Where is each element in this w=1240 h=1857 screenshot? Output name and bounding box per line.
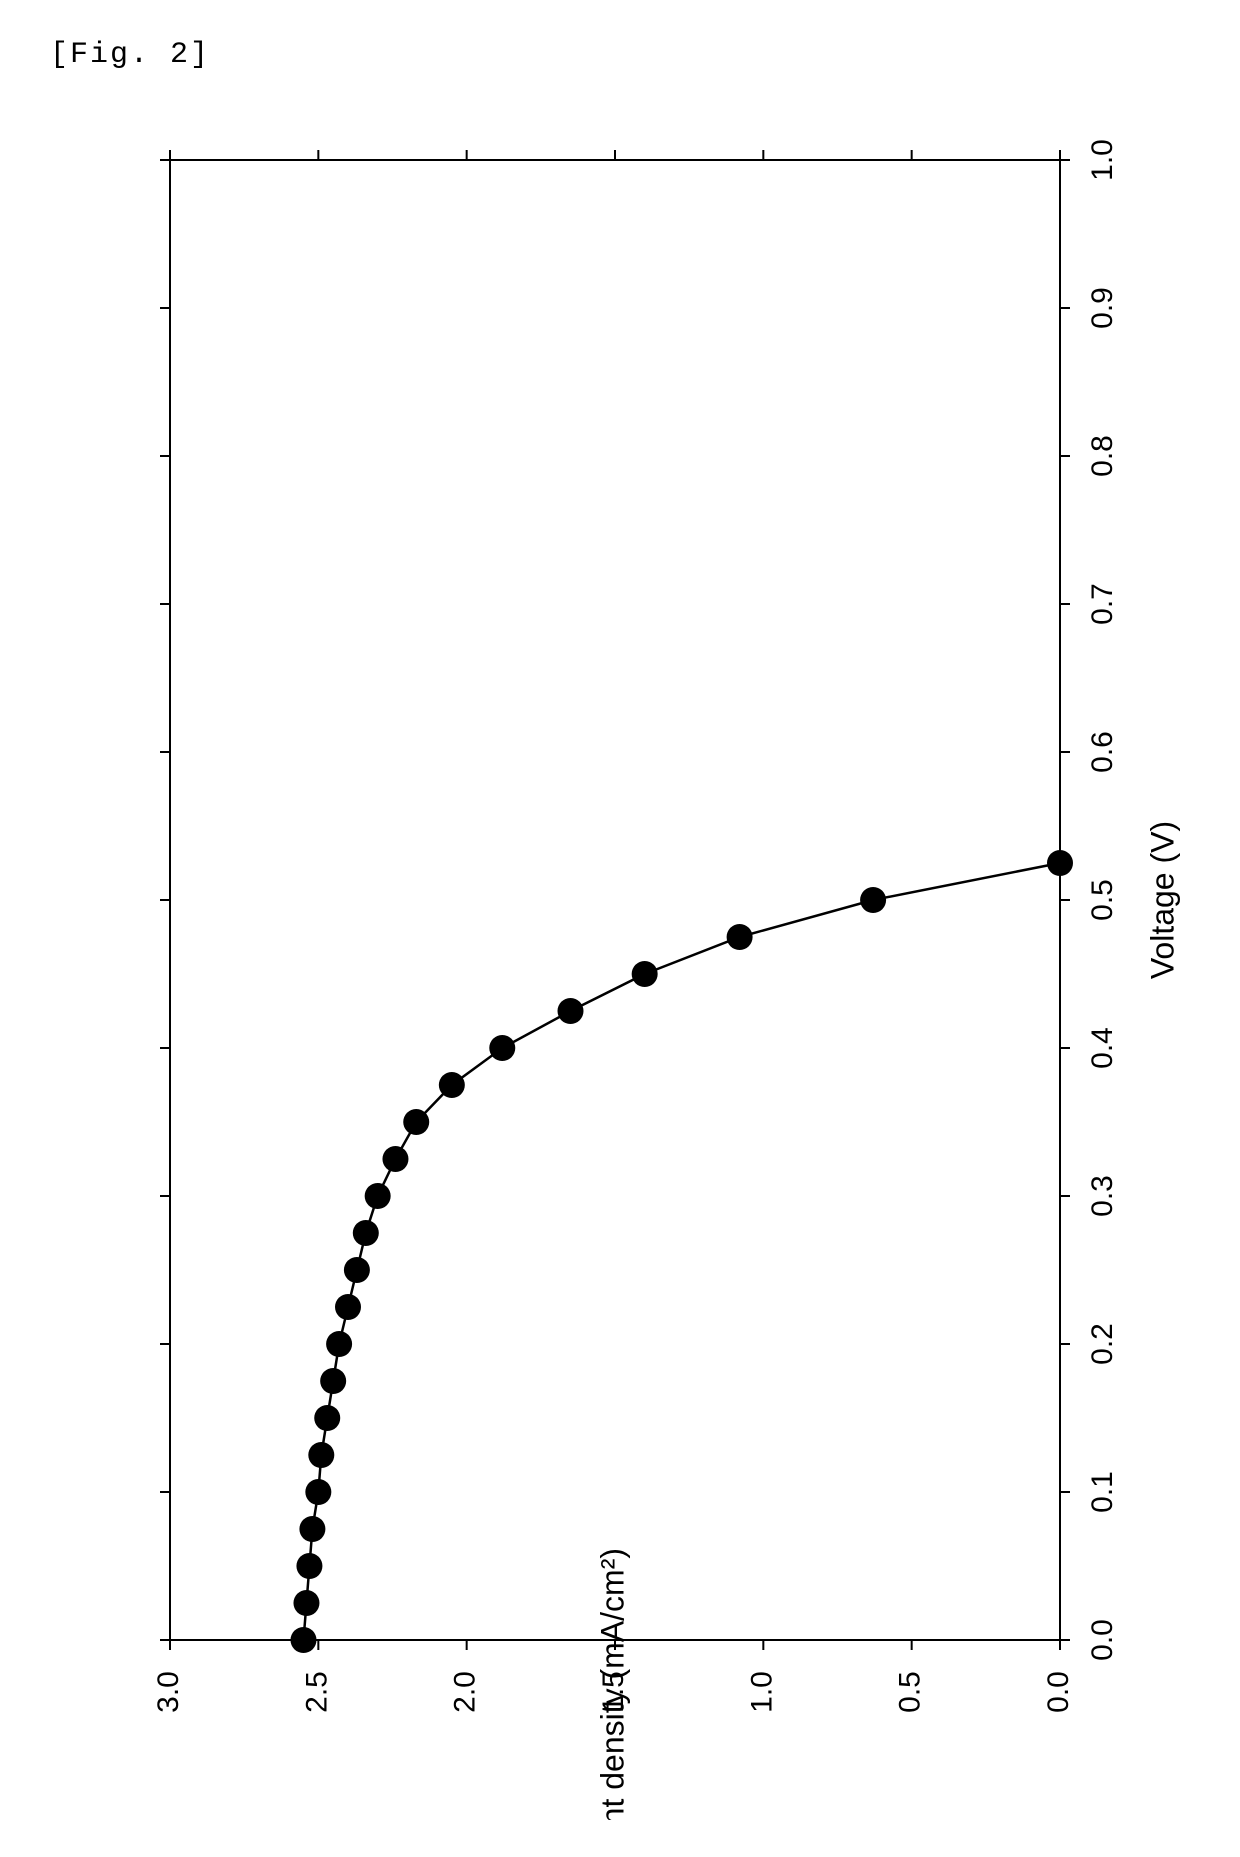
density-tick-label: 0.0: [1042, 1671, 1075, 1713]
data-marker: [1047, 850, 1073, 876]
voltage-tick-label: 0.0: [1086, 1619, 1119, 1661]
density-tick-label: 0.5: [894, 1671, 927, 1713]
data-marker: [439, 1072, 465, 1098]
data-marker: [344, 1257, 370, 1283]
data-marker: [558, 998, 584, 1024]
voltage-tick-label: 0.9: [1086, 287, 1119, 329]
data-marker: [326, 1331, 352, 1357]
data-marker: [299, 1516, 325, 1542]
data-marker: [860, 887, 886, 913]
voltage-tick-label: 0.4: [1086, 1027, 1119, 1069]
data-marker: [291, 1627, 317, 1653]
voltage-tick-label: 0.1: [1086, 1471, 1119, 1513]
density-tick-label: 3.0: [152, 1671, 185, 1713]
data-marker: [320, 1368, 346, 1394]
density-tick-label: 2.5: [300, 1671, 333, 1713]
data-marker: [314, 1405, 340, 1431]
data-marker: [296, 1553, 322, 1579]
voltage-tick-label: 0.8: [1086, 435, 1119, 477]
data-marker: [335, 1294, 361, 1320]
data-marker: [293, 1590, 319, 1616]
data-marker: [632, 961, 658, 987]
density-tick-label: 1.0: [745, 1671, 778, 1713]
y-axis-label: Electric current density (mA/cm²): [594, 1548, 630, 1820]
data-marker: [308, 1442, 334, 1468]
page: [Fig. 2] 0.0 0.1 0.2 0.3 0.4 0.5 0.6 0.7 0.8 0.9 1…: [0, 0, 1240, 1857]
data-marker: [365, 1183, 391, 1209]
data-marker: [382, 1146, 408, 1172]
plot-area: [170, 160, 1060, 1640]
voltage-tick-label: 0.5: [1086, 879, 1119, 921]
figure-caption: [Fig. 2]: [50, 38, 210, 72]
voltage-tick-label: 0.6: [1086, 731, 1119, 773]
density-tick-label: 2.0: [449, 1671, 482, 1713]
voltage-tick-label: 0.7: [1086, 583, 1119, 625]
chart-container: 0.0 0.1 0.2 0.3 0.4 0.5 0.6 0.7 0.8 0.9 1.0 0.0 0.5 1…: [80, 140, 1200, 1820]
data-marker: [305, 1479, 331, 1505]
x-axis-label: Voltage (V): [1144, 821, 1180, 979]
iv-curve-chart: 0.0 0.1 0.2 0.3 0.4 0.5 0.6 0.7 0.8 0.9 1.0 0.0 0.5 1…: [80, 140, 1200, 1820]
data-marker: [727, 924, 753, 950]
voltage-tick-label: 1.0: [1086, 140, 1119, 181]
data-marker: [403, 1109, 429, 1135]
data-marker: [489, 1035, 515, 1061]
voltage-tick-label: 0.3: [1086, 1175, 1119, 1217]
voltage-tick-label: 0.2: [1086, 1323, 1119, 1365]
data-marker: [353, 1220, 379, 1246]
